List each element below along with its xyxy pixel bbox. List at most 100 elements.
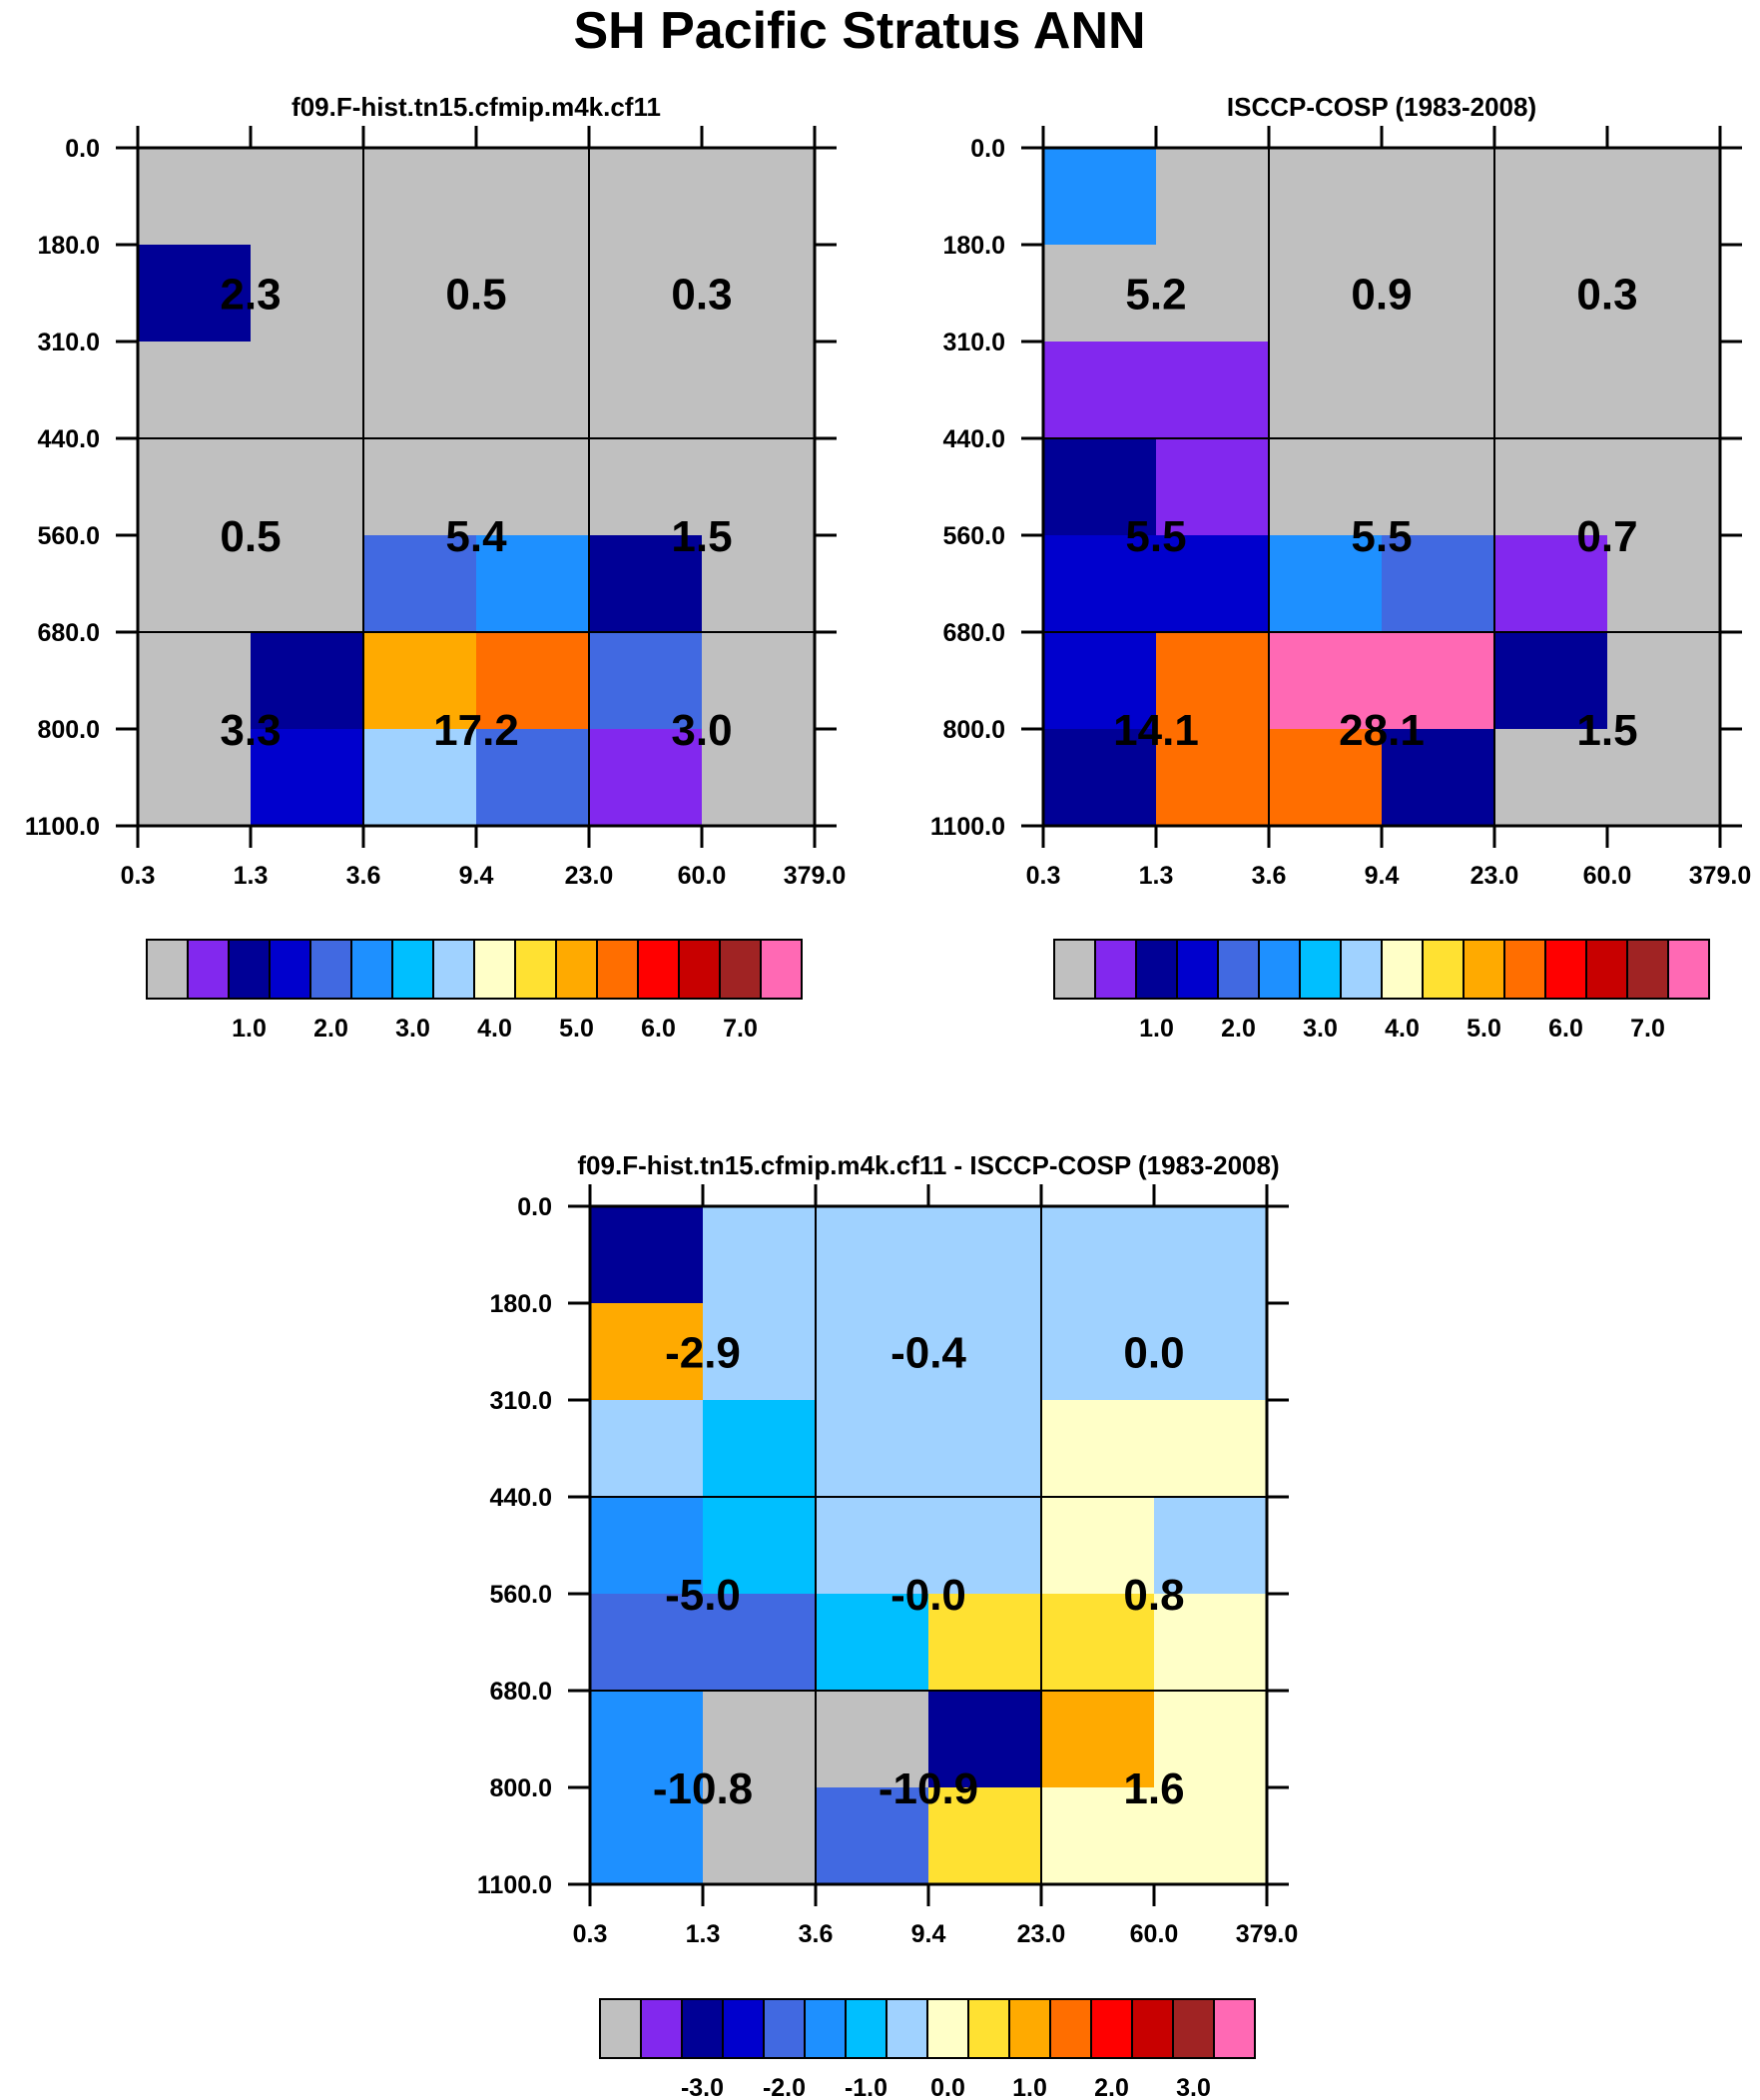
colorbar-tick-label: 5.0 (559, 1015, 594, 1043)
x-tick-label: 1.3 (1139, 862, 1174, 890)
heatmap-cell (703, 1691, 817, 1788)
heatmap-cell (476, 729, 590, 827)
colorbar-tick-label: 3.0 (1303, 1015, 1338, 1043)
heatmap-cell (1154, 1787, 1268, 1885)
colorbar-swatch (1090, 1998, 1133, 2059)
colorbar-swatch (1172, 1998, 1215, 2059)
heatmap-cell (816, 1787, 929, 1885)
heatmap-cell (1154, 1594, 1268, 1692)
heatmap-cell (590, 1400, 704, 1498)
heatmap-cell (138, 148, 252, 246)
block-sum-label: 0.3 (671, 271, 732, 320)
colorbar-swatch (432, 939, 475, 1000)
heatmap-cell (1154, 1303, 1268, 1401)
block-sum-label: 0.5 (445, 271, 506, 320)
colorbar-swatch (269, 939, 311, 1000)
x-tick-label: 379.0 (1236, 1920, 1299, 1948)
x-tick-label: 9.4 (459, 862, 494, 890)
heatmap-cell (363, 632, 477, 730)
heatmap-cell (589, 148, 703, 246)
heatmap-cell (1269, 342, 1383, 439)
heatmap-cell (1607, 342, 1721, 439)
y-tick-label: 440.0 (37, 425, 100, 453)
heatmap-cell (702, 729, 816, 827)
block-sum-label: 5.4 (445, 512, 507, 561)
heatmap-cell (138, 632, 252, 730)
heatmap-cell (702, 535, 816, 633)
heatmap-cell (1156, 245, 1270, 343)
panel-title: f09.F-hist.tn15.cfmip.m4k.cf11 - ISCCP-C… (577, 1150, 1279, 1180)
heatmap-cell (1156, 438, 1270, 536)
heatmap-cell (590, 1206, 704, 1304)
block-sum-label: 0.8 (1123, 1571, 1184, 1620)
heatmap-cell (138, 245, 252, 343)
colorbar-swatch (722, 1998, 765, 2059)
colorbar-swatch (1008, 1998, 1051, 2059)
y-tick-label: 560.0 (489, 1581, 552, 1609)
block-sum-label: 5.5 (1351, 512, 1412, 561)
colorbar-swatch (1381, 939, 1424, 1000)
x-tick-label: 0.3 (573, 1920, 608, 1948)
heatmap-cell (251, 148, 364, 246)
y-tick-label: 680.0 (942, 619, 1005, 647)
colorbar-swatch (1299, 939, 1342, 1000)
heatmap-cell (1494, 438, 1608, 536)
heatmap-cell (1156, 535, 1270, 633)
panel-title: f09.F-hist.tn15.cfmip.m4k.cf11 (292, 92, 661, 122)
colorbar-swatch (187, 939, 230, 1000)
block-sum-label: 1.5 (671, 512, 732, 561)
colorbar-swatch (1053, 939, 1096, 1000)
y-tick-label: 680.0 (489, 1678, 552, 1706)
colorbar-swatch (885, 1998, 928, 2059)
heatmap-cell (1041, 1497, 1155, 1595)
colorbar-swatch (1135, 939, 1178, 1000)
heatmap-cell (816, 1691, 929, 1788)
colorbar-swatch (1049, 1998, 1092, 2059)
x-tick-label: 379.0 (1689, 862, 1752, 890)
colorbar: 1.0 2.0 3.0 4.0 5.0 6.0 7.0 (1053, 939, 1710, 1043)
colorbar-tick-label: 3.0 (1176, 2074, 1211, 2100)
heatmap-cell (476, 342, 590, 439)
colorbar-tick-label: 2.0 (1221, 1015, 1256, 1043)
heatmap-cell (590, 1303, 704, 1401)
heatmap-cell (251, 632, 364, 730)
heatmap-cell (1382, 535, 1495, 633)
x-tick-label: 23.0 (1017, 1920, 1066, 1948)
colorbar-swatch (1340, 939, 1383, 1000)
y-tick-label: 310.0 (489, 1387, 552, 1415)
heatmap-cell (589, 342, 703, 439)
block-sum-label: 17.2 (433, 706, 519, 755)
y-tick-label: 1100.0 (477, 1871, 552, 1899)
heatmap-cell (1156, 342, 1270, 439)
heatmap-cell (928, 1787, 1042, 1885)
heatmap-cell (1494, 148, 1608, 246)
block-sum-label: -2.9 (665, 1329, 741, 1378)
colorbar-tick-label: 0.0 (930, 2074, 965, 2100)
heatmap-cell (1382, 632, 1495, 730)
colorbar-swatch (1626, 939, 1669, 1000)
heatmap-cell (1269, 438, 1383, 536)
colorbar-swatch (1463, 939, 1505, 1000)
heatmap-cell (1382, 148, 1495, 246)
colorbar-swatch (1131, 1998, 1174, 2059)
heatmap-cell (589, 438, 703, 536)
colorbar-tick-label: 6.0 (641, 1015, 676, 1043)
heatmap-cell (1043, 148, 1157, 246)
heatmap-cell (1494, 729, 1608, 827)
heatmap-cell (703, 1787, 817, 1885)
heatmap-cell (589, 245, 703, 343)
heatmap-cell (590, 1787, 704, 1885)
colorbar-tick-label: -1.0 (845, 2074, 887, 2100)
heatmap-cell (476, 632, 590, 730)
x-tick-label: 3.6 (1252, 862, 1287, 890)
colorbar-swatch (1585, 939, 1628, 1000)
colorbar-tick-label: 5.0 (1467, 1015, 1501, 1043)
colorbar-swatch (637, 939, 680, 1000)
colorbar-tick-label: 7.0 (723, 1015, 758, 1043)
y-tick-label: 560.0 (942, 522, 1005, 550)
heatmap-cell (363, 535, 477, 633)
colorbar: -3.0 -2.0 -1.0 0.0 1.0 2.0 3.0 (599, 1998, 1256, 2100)
colorbar-swatch (146, 939, 189, 1000)
heatmap-cell (1607, 729, 1721, 827)
